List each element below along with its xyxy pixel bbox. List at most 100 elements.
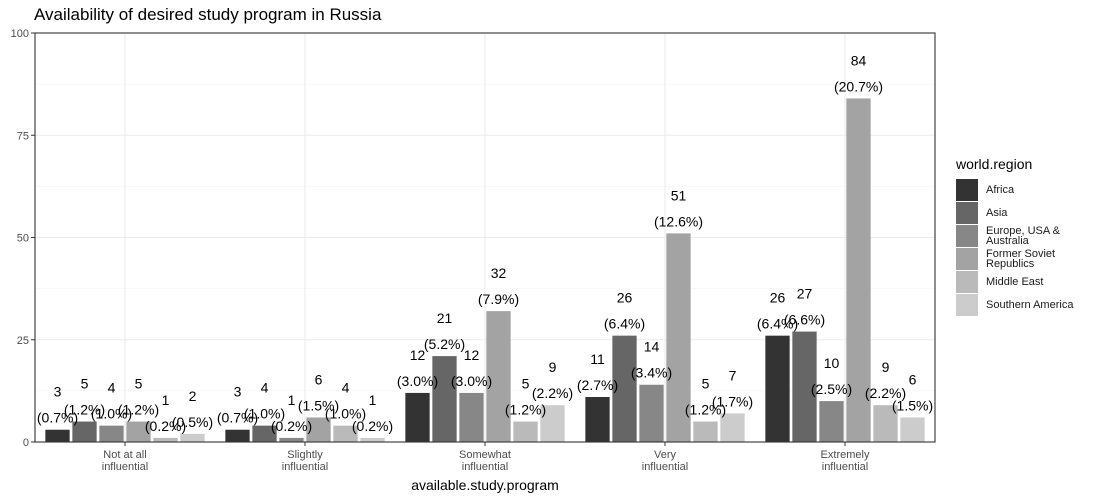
bar bbox=[225, 429, 250, 442]
bar bbox=[873, 405, 898, 442]
data-label-percent: (1.2%) bbox=[64, 402, 105, 418]
data-label-count: 7 bbox=[729, 367, 737, 383]
data-label-percent: (2.2%) bbox=[532, 385, 573, 401]
data-label-count: 1 bbox=[288, 392, 296, 408]
legend-label: Asia bbox=[986, 206, 1008, 219]
data-label-percent: (6.6%) bbox=[784, 312, 825, 328]
x-axis-title: available.study.program bbox=[411, 477, 559, 493]
data-label-count: 11 bbox=[590, 351, 605, 367]
bar bbox=[765, 335, 790, 442]
data-label-percent: (0.7%) bbox=[217, 410, 258, 426]
legend-item: Middle East bbox=[956, 271, 1096, 293]
data-label-percent: (0.5%) bbox=[172, 414, 213, 430]
data-label-percent: (1.2%) bbox=[118, 402, 159, 418]
bar bbox=[900, 417, 925, 442]
bar bbox=[99, 425, 124, 442]
data-label-percent: (3.0%) bbox=[397, 373, 438, 389]
data-label-percent: (6.4%) bbox=[757, 316, 798, 332]
data-label-percent: (20.7%) bbox=[834, 78, 883, 94]
bar bbox=[612, 335, 637, 442]
data-label-percent: (1.5%) bbox=[298, 397, 339, 413]
data-label-count: 5 bbox=[135, 376, 143, 392]
data-label-count: 9 bbox=[549, 359, 557, 375]
data-label-count: 2 bbox=[189, 388, 197, 404]
legend-label: Southern America bbox=[986, 298, 1074, 311]
data-label-percent: (2.2%) bbox=[865, 385, 906, 401]
data-label-percent: (12.6%) bbox=[654, 213, 703, 229]
data-label-percent: (0.7%) bbox=[37, 410, 78, 426]
data-label-count: 27 bbox=[797, 286, 813, 302]
legend-title: world.region bbox=[956, 156, 1033, 172]
bar bbox=[306, 417, 331, 442]
x-tick-label: Somewhat influential bbox=[459, 449, 511, 473]
data-label-count: 12 bbox=[410, 347, 426, 363]
bar bbox=[153, 437, 178, 442]
bar bbox=[486, 311, 511, 442]
y-tick-label: 50 bbox=[17, 233, 29, 245]
data-label-percent: (3.4%) bbox=[631, 365, 672, 381]
bar bbox=[333, 425, 358, 442]
data-label-percent: (1.5%) bbox=[892, 397, 933, 413]
data-label-count: 6 bbox=[315, 371, 323, 387]
data-label-count: 9 bbox=[882, 359, 890, 375]
bar bbox=[513, 421, 538, 442]
legend-label: Former Soviet Republics bbox=[986, 247, 1056, 270]
bar bbox=[360, 437, 385, 442]
data-label-percent: (0.2%) bbox=[352, 418, 393, 434]
data-label-count: 1 bbox=[162, 392, 170, 408]
data-label-percent: (7.9%) bbox=[478, 291, 519, 307]
data-label-count: 51 bbox=[671, 187, 687, 203]
bar bbox=[639, 384, 664, 442]
bar bbox=[279, 437, 304, 442]
data-label-percent: (3.0%) bbox=[451, 373, 492, 389]
bar bbox=[45, 429, 70, 442]
data-label-percent: (2.7%) bbox=[577, 377, 618, 393]
legend-key bbox=[956, 294, 978, 316]
legend: world.region Africa Asia Europe, USA & Aust… bbox=[956, 156, 1096, 316]
legend-item: Former Soviet Republics bbox=[956, 248, 1096, 270]
data-label-percent: (0.2%) bbox=[271, 418, 312, 434]
data-label-count: 84 bbox=[851, 52, 867, 68]
bar bbox=[693, 421, 718, 442]
x-tick-label: Extremely influential bbox=[821, 449, 870, 473]
x-tick-label: Not at all influential bbox=[102, 449, 148, 473]
legend-key bbox=[956, 225, 978, 247]
data-label-percent: (1.0%) bbox=[91, 406, 132, 422]
x-tick-label: Very influential bbox=[642, 449, 688, 473]
data-label-count: 14 bbox=[644, 339, 660, 355]
data-label-count: 5 bbox=[522, 376, 530, 392]
legend-item: Europe, USA & Australia bbox=[956, 225, 1096, 247]
data-label-count: 1 bbox=[369, 392, 377, 408]
y-tick-label: 0 bbox=[23, 437, 29, 449]
data-label-count: 3 bbox=[54, 384, 62, 400]
bar bbox=[846, 98, 871, 442]
bar bbox=[180, 433, 205, 442]
data-label-count: 4 bbox=[342, 380, 350, 396]
legend-label: Europe, USA & Australia bbox=[986, 224, 1060, 247]
bar bbox=[585, 397, 610, 442]
data-label-percent: (1.0%) bbox=[244, 406, 285, 422]
y-tick-label: 100 bbox=[11, 28, 29, 40]
data-label-count: 3 bbox=[234, 384, 242, 400]
data-label-count: 12 bbox=[464, 347, 480, 363]
bar bbox=[819, 401, 844, 442]
data-label-percent: (1.0%) bbox=[325, 406, 366, 422]
data-label-count: 26 bbox=[617, 290, 633, 306]
legend-label: Middle East bbox=[986, 275, 1044, 288]
legend-key bbox=[956, 202, 978, 224]
bar bbox=[252, 425, 277, 442]
legend-item: Southern America bbox=[956, 294, 1096, 316]
bar bbox=[405, 392, 430, 442]
chart-title: Availability of desired study program in… bbox=[34, 5, 382, 24]
legend-label: Africa bbox=[986, 183, 1015, 196]
legend-key bbox=[956, 271, 978, 293]
bar bbox=[792, 331, 817, 442]
bar bbox=[459, 392, 484, 442]
data-label-percent: (5.2%) bbox=[424, 336, 465, 352]
bar bbox=[666, 233, 691, 442]
data-label-percent: (2.5%) bbox=[811, 381, 852, 397]
legend-key bbox=[956, 248, 978, 270]
data-label-percent: (1.2%) bbox=[505, 402, 546, 418]
data-label-percent: (0.2%) bbox=[145, 418, 186, 434]
bar bbox=[432, 356, 457, 442]
